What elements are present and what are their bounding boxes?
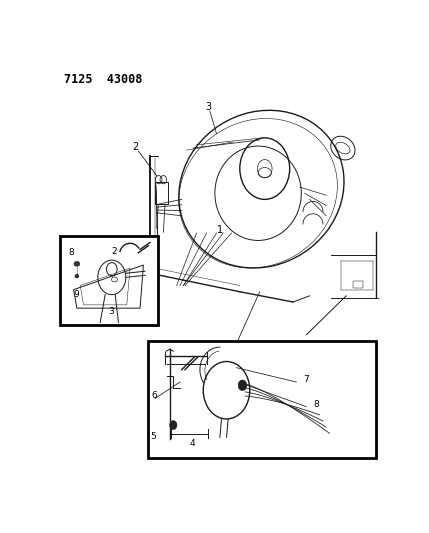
Text: 1: 1: [217, 225, 223, 235]
Text: 7125  43008: 7125 43008: [63, 73, 142, 86]
Text: 6: 6: [152, 391, 157, 400]
Text: 3: 3: [109, 308, 114, 316]
Text: 2: 2: [132, 142, 138, 152]
Text: 9: 9: [74, 289, 79, 298]
Text: 8: 8: [69, 248, 74, 257]
Bar: [155, 182, 168, 204]
Text: 5: 5: [150, 432, 156, 441]
Ellipse shape: [75, 274, 79, 278]
Circle shape: [238, 380, 247, 391]
Circle shape: [169, 421, 177, 430]
Text: 4: 4: [190, 440, 196, 448]
Text: 8: 8: [313, 400, 319, 409]
Text: 3: 3: [205, 102, 211, 112]
Bar: [60, 236, 158, 325]
Ellipse shape: [74, 261, 80, 266]
Text: 2: 2: [112, 247, 118, 255]
Bar: [353, 281, 363, 288]
Text: 7: 7: [303, 375, 309, 384]
Bar: [148, 341, 376, 458]
